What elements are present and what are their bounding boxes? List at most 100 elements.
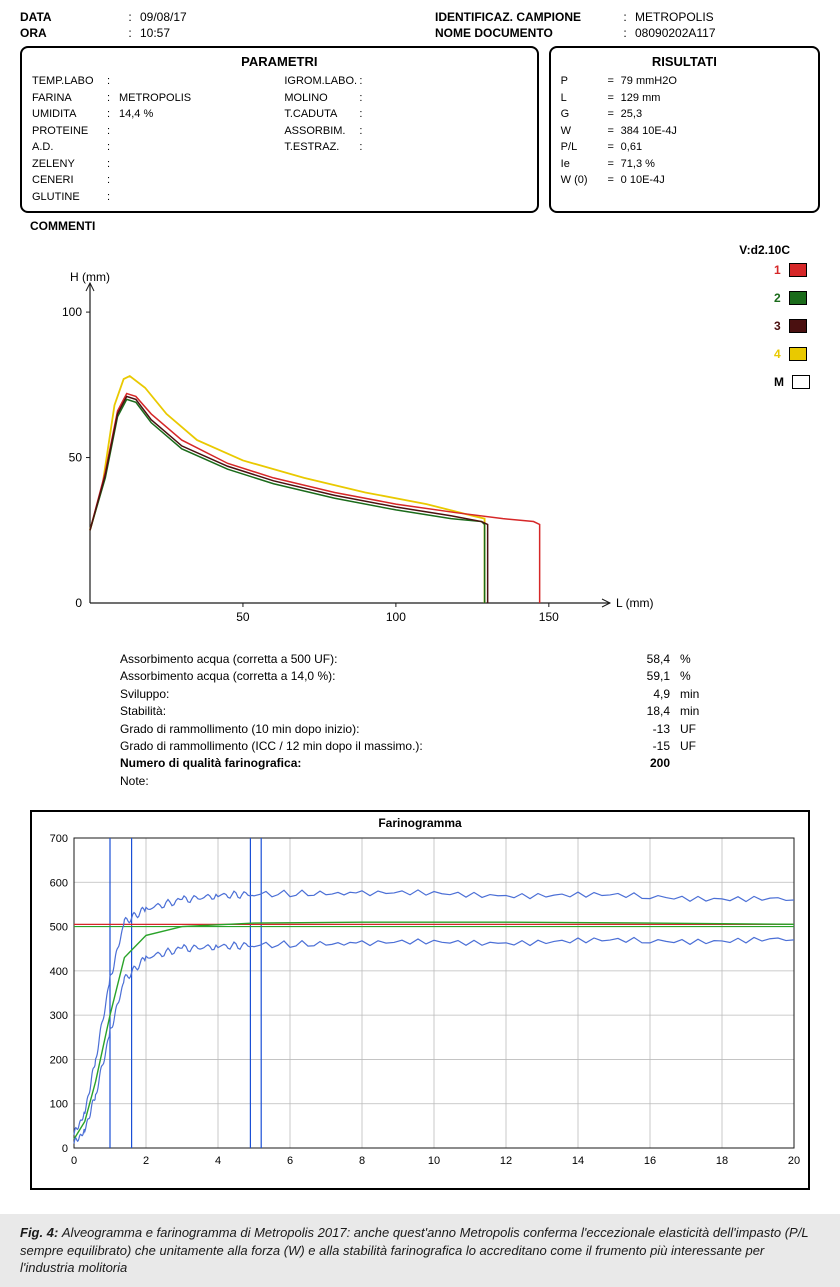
farino-value: -13 (620, 721, 680, 738)
result-key: P/L (561, 139, 601, 156)
legend-item: 3 (774, 319, 810, 333)
farino-label: Grado di rammollimento (10 min dopo iniz… (120, 721, 620, 738)
svg-text:2: 2 (143, 1155, 149, 1167)
svg-text:100: 100 (62, 305, 82, 319)
result-key: P (561, 73, 601, 90)
param-row: TEMP.LABO: (32, 73, 274, 90)
param-key: ZELENY (32, 156, 107, 173)
farino-row: Stabilità:18,4min (120, 703, 720, 720)
risultati-box: RISULTATI P=79 mmH2OL=129 mmG=25,3W=384 … (549, 46, 820, 213)
svg-text:50: 50 (236, 610, 250, 624)
legend-swatch (789, 319, 807, 333)
svg-text:300: 300 (50, 1010, 68, 1022)
result-value: 129 mm (621, 90, 808, 107)
svg-text:18: 18 (716, 1155, 728, 1167)
param-row: T.ESTRAZ.: (284, 139, 526, 156)
result-value: 25,3 (621, 106, 808, 123)
risultati-rows: P=79 mmH2OL=129 mmG=25,3W=384 10E-4JP/L=… (561, 73, 808, 189)
farino-table: Assorbimento acqua (corretta a 500 UF):5… (120, 651, 720, 790)
param-value (119, 189, 274, 206)
result-row: P=79 mmH2O (561, 73, 808, 90)
farino-unit: min (680, 686, 720, 703)
param-key: T.CADUTA (284, 106, 359, 123)
commenti-label: COMMENTI (30, 219, 820, 233)
legend-swatch (789, 263, 807, 277)
svg-text:L (mm): L (mm) (616, 596, 654, 610)
param-key: UMIDITA (32, 106, 107, 123)
farino-label: Note: (120, 773, 620, 790)
result-value: 0 10E-4J (621, 172, 808, 189)
param-value (371, 106, 526, 123)
caption-prefix: Fig. 4: (20, 1225, 62, 1240)
param-row: ZELENY: (32, 156, 274, 173)
farino-value: 4,9 (620, 686, 680, 703)
param-row: PROTEINE: (32, 123, 274, 140)
farino-label: Numero di qualità farinografica: (120, 755, 620, 772)
legend-swatch (792, 375, 810, 389)
farino-row: Grado di rammollimento (10 min dopo iniz… (120, 721, 720, 738)
legend-number: 1 (774, 263, 781, 277)
param-row: ASSORBIM.: (284, 123, 526, 140)
figure-caption: Fig. 4: Alveogramma e farinogramma di Me… (0, 1214, 840, 1287)
parametri-title: PARAMETRI (32, 54, 527, 69)
param-key: TEMP.LABO (32, 73, 107, 90)
svg-text:0: 0 (75, 596, 82, 610)
svg-text:500: 500 (50, 922, 68, 934)
param-value (119, 73, 274, 90)
farino-unit (680, 773, 720, 790)
result-row: W (0)=0 10E-4J (561, 172, 808, 189)
farino-label: Sviluppo: (120, 686, 620, 703)
param-key: PROTEINE (32, 123, 107, 140)
legend-item: M (774, 375, 810, 389)
result-key: W (0) (561, 172, 601, 189)
farino-label: Assorbimento acqua (corretta a 500 UF): (120, 651, 620, 668)
result-key: G (561, 106, 601, 123)
farino-value: 18,4 (620, 703, 680, 720)
result-value: 384 10E-4J (621, 123, 808, 140)
farino-unit (680, 755, 720, 772)
svg-text:16: 16 (644, 1155, 656, 1167)
param-value: METROPOLIS (119, 90, 274, 107)
svg-text:0: 0 (71, 1155, 77, 1167)
svg-text:H (mm): H (mm) (70, 270, 110, 284)
result-row: P/L=0,61 (561, 139, 808, 156)
farinogram-title: Farinogramma (40, 816, 800, 830)
farino-row: Assorbimento acqua (corretta a 500 UF):5… (120, 651, 720, 668)
legend-number: M (774, 375, 784, 389)
result-value: 79 mmH2O (621, 73, 808, 90)
ident-value: METROPOLIS (635, 10, 820, 24)
data-value: 09/08/17 (140, 10, 405, 24)
svg-text:14: 14 (572, 1155, 584, 1167)
doc-label: NOME DOCUMENTO (435, 26, 615, 40)
farino-unit: min (680, 703, 720, 720)
ident-label: IDENTIFICAZ. CAMPIONE (435, 10, 615, 24)
farinogram-chart: 010020030040050060070002468101214161820 (40, 832, 820, 1172)
param-value (371, 123, 526, 140)
result-row: Ie=71,3 % (561, 156, 808, 173)
param-row: UMIDITA:14,4 % (32, 106, 274, 123)
result-key: L (561, 90, 601, 107)
svg-text:0: 0 (62, 1143, 68, 1155)
farino-value (620, 773, 680, 790)
legend-number: 4 (774, 347, 781, 361)
svg-text:100: 100 (50, 1099, 68, 1111)
result-key: Ie (561, 156, 601, 173)
ora-value: 10:57 (140, 26, 405, 40)
version-text: V:d2.10C (20, 243, 820, 257)
param-left-col: TEMP.LABO:FARINA:METROPOLISUMIDITA:14,4 … (32, 73, 274, 205)
svg-text:150: 150 (539, 610, 559, 624)
svg-text:50: 50 (69, 451, 83, 465)
svg-text:4: 4 (215, 1155, 221, 1167)
svg-text:10: 10 (428, 1155, 440, 1167)
param-row: GLUTINE: (32, 189, 274, 206)
legend-item: 1 (774, 263, 810, 277)
svg-text:12: 12 (500, 1155, 512, 1167)
doc-value: 08090202A117 (635, 26, 820, 40)
param-key: MOLINO (284, 90, 359, 107)
param-value (371, 90, 526, 107)
farino-row: Assorbimento acqua (corretta a 14,0 %):5… (120, 668, 720, 685)
svg-text:100: 100 (386, 610, 406, 624)
legend-swatch (789, 347, 807, 361)
param-row: CENERI: (32, 172, 274, 189)
farino-unit: UF (680, 738, 720, 755)
